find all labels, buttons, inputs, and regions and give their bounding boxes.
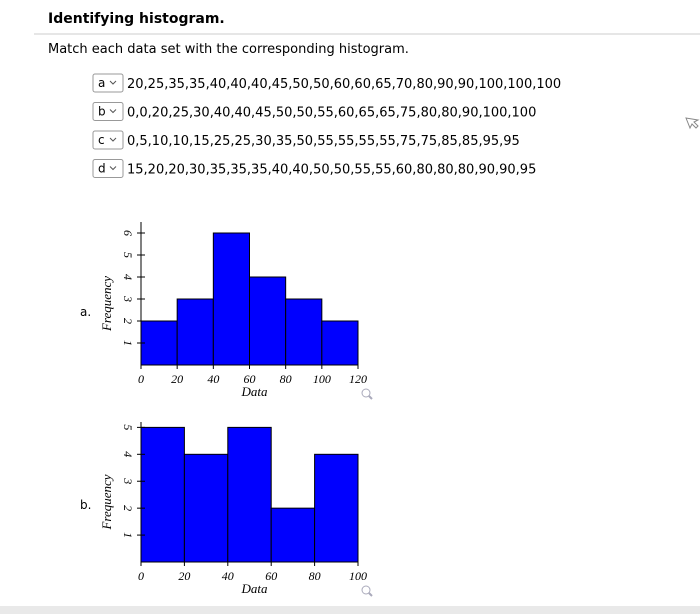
x-tick-label: 0 xyxy=(138,569,144,583)
zoom-handle xyxy=(368,592,373,597)
chevron xyxy=(109,109,117,114)
chart-label: b. xyxy=(80,498,91,512)
bar xyxy=(140,320,178,366)
data-set: 0,0,20,25,30,40,40,45,50,50,55,60,65,65,… xyxy=(127,106,536,121)
choice-select[interactable] xyxy=(92,130,124,150)
x-tick-label: 80 xyxy=(280,372,292,386)
y-axis-title: Frequency xyxy=(99,474,114,530)
chevron xyxy=(109,80,117,85)
x-tick-label: 40 xyxy=(207,372,219,386)
x-tick-label: 100 xyxy=(349,569,367,583)
choice-select[interactable] xyxy=(92,73,124,93)
x-tick-label: 0 xyxy=(138,372,144,386)
x-tick-label: 100 xyxy=(313,372,331,386)
x-tick-label: 20 xyxy=(178,569,190,583)
x-tick-label: 60 xyxy=(244,372,256,386)
bar xyxy=(227,426,272,563)
bar xyxy=(140,426,185,563)
y-tick-label: 3 xyxy=(121,295,135,302)
y-tick-label: 2 xyxy=(121,505,135,511)
chart-label: a. xyxy=(80,305,91,319)
choice-value[interactable]: d xyxy=(98,162,106,176)
y-tick-label: 5 xyxy=(121,252,135,258)
x-axis-title: Data xyxy=(241,581,269,596)
title: Identifying histogram. xyxy=(48,11,225,27)
zoom-handle xyxy=(368,395,373,400)
bar xyxy=(212,232,250,366)
bar xyxy=(249,276,287,366)
bar xyxy=(285,298,323,366)
y-tick-label: 4 xyxy=(121,274,135,280)
data-set: 0,5,10,10,15,25,25,30,35,50,55,55,55,55,… xyxy=(127,134,520,149)
y-tick-label: 3 xyxy=(121,477,135,484)
chevron xyxy=(109,137,117,142)
x-tick-label: 60 xyxy=(265,569,277,583)
x-axis-title: Data xyxy=(241,384,269,399)
data-set: 15,20,20,30,35,35,35,40,40,50,50,55,55,6… xyxy=(127,163,536,178)
bar xyxy=(270,507,316,563)
y-tick-label: 5 xyxy=(121,424,135,430)
y-axis-title: Frequency xyxy=(99,276,114,332)
y-tick-label: 2 xyxy=(121,318,135,324)
y-tick-label: 4 xyxy=(121,451,135,457)
x-tick-label: 120 xyxy=(349,372,367,386)
zoom-icon[interactable] xyxy=(361,585,371,595)
zoom-icon[interactable] xyxy=(361,388,371,398)
y-tick-label: 1 xyxy=(121,340,135,346)
cursor-icon xyxy=(685,117,700,130)
choice-select[interactable] xyxy=(92,159,124,178)
bottom-bar xyxy=(0,606,700,614)
y-tick-label: 6 xyxy=(121,230,135,236)
data-set: 20,25,35,35,40,40,40,45,50,50,60,60,65,7… xyxy=(127,77,561,92)
choice-value[interactable]: b xyxy=(98,105,106,119)
y-tick-label: 1 xyxy=(121,532,135,538)
bar xyxy=(176,298,214,366)
instructions: Match each data set with the correspondi… xyxy=(48,42,409,57)
bar xyxy=(314,453,359,563)
chevron xyxy=(109,166,117,171)
choice-value[interactable]: c xyxy=(98,133,105,147)
choice-select[interactable] xyxy=(92,102,124,121)
bar xyxy=(321,320,359,366)
x-tick-label: 80 xyxy=(309,569,321,583)
choice-value[interactable]: a xyxy=(98,76,105,90)
x-tick-label: 40 xyxy=(222,569,234,583)
bar xyxy=(183,453,229,563)
x-tick-label: 20 xyxy=(171,372,183,386)
